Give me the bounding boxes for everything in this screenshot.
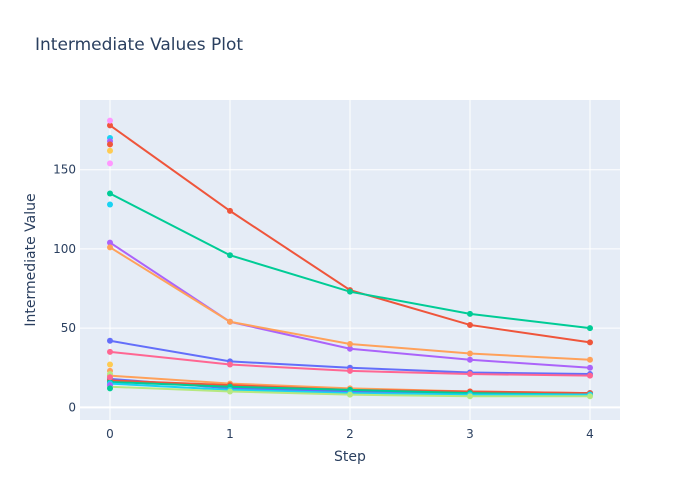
series-point	[227, 207, 233, 214]
y-tick-label: 0	[68, 400, 76, 414]
y-axis-title: Intermediate Value	[23, 193, 39, 326]
single-point	[107, 385, 113, 392]
series-markers	[107, 117, 593, 400]
series-point	[587, 325, 593, 332]
series-point	[347, 345, 353, 352]
series-point	[347, 340, 353, 347]
series-point	[467, 350, 473, 357]
x-tick-label: 2	[346, 427, 354, 441]
series-point	[587, 356, 593, 363]
single-point	[107, 147, 113, 154]
series-point	[107, 244, 113, 251]
x-tick-label: 4	[586, 427, 594, 441]
x-tick-label: 3	[466, 427, 474, 441]
series-point	[227, 318, 233, 325]
series-point	[107, 348, 113, 355]
x-tick-label: 1	[226, 427, 234, 441]
tick-labels: 0 1 2 3 4 0 50 100 150	[53, 163, 594, 441]
grid	[80, 100, 620, 420]
series-point	[347, 288, 353, 295]
series-point	[227, 252, 233, 259]
series-point	[587, 372, 593, 379]
single-point	[107, 141, 113, 148]
single-point	[107, 374, 113, 381]
series-point	[467, 310, 473, 317]
single-point	[107, 201, 113, 208]
single-point	[107, 160, 113, 167]
single-point	[107, 361, 113, 368]
series-point	[107, 239, 113, 246]
x-tick-label: 0	[106, 427, 114, 441]
series-point	[587, 393, 593, 400]
series-point	[587, 364, 593, 371]
series-point	[107, 190, 113, 197]
series-point	[347, 367, 353, 374]
x-axis-title: Step	[334, 449, 366, 465]
y-tick-label: 100	[53, 242, 76, 256]
series-point	[587, 339, 593, 346]
series-point	[107, 337, 113, 344]
y-tick-label: 50	[61, 321, 76, 335]
series-point	[467, 371, 473, 378]
series-point	[227, 388, 233, 395]
series-point	[467, 356, 473, 363]
series-point	[467, 393, 473, 400]
single-point	[107, 117, 113, 124]
series-point	[227, 361, 233, 368]
chart-title: Intermediate Values Plot	[35, 35, 243, 55]
series-point	[107, 122, 113, 129]
y-tick-label: 150	[53, 163, 76, 177]
series-point	[347, 391, 353, 398]
series-point	[467, 321, 473, 328]
